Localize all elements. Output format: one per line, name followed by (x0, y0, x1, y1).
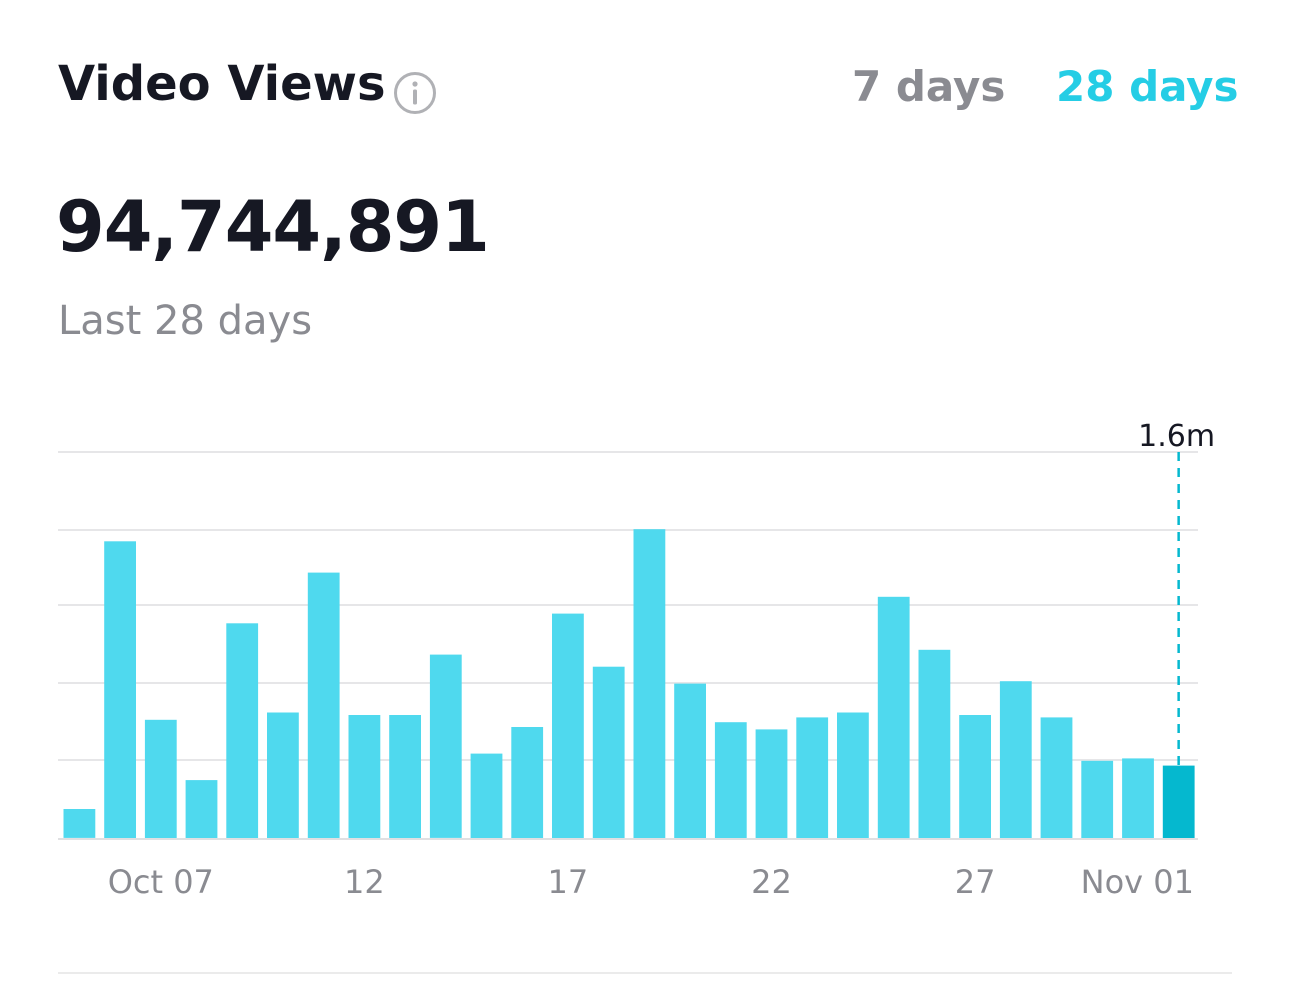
x-tick-label: 27 (955, 863, 996, 901)
bar[interactable] (999, 681, 1032, 838)
bar[interactable] (918, 649, 951, 838)
bar[interactable] (63, 809, 96, 838)
x-tick-label: Oct 07 (108, 863, 214, 901)
bar[interactable] (674, 683, 706, 838)
bar[interactable] (877, 596, 910, 839)
bar[interactable] (1081, 760, 1114, 838)
x-tick-label: 22 (751, 863, 792, 901)
bar[interactable] (796, 717, 829, 838)
bar[interactable] (307, 572, 340, 838)
period-label: Last 28 days (58, 298, 313, 344)
bar[interactable] (267, 712, 299, 839)
bar[interactable] (714, 722, 747, 838)
total-views-value: 94,744,891 (56, 186, 490, 268)
bar[interactable] (429, 654, 462, 838)
tab-28-days[interactable]: 28 days (1056, 62, 1239, 111)
bar[interactable] (552, 613, 584, 838)
highlight-value-label: 1.6m (1138, 419, 1215, 454)
x-tick-label: 17 (548, 863, 589, 901)
tab-7-days[interactable]: 7 days (852, 62, 1006, 111)
info-circle-icon[interactable] (392, 70, 438, 116)
x-tick-label: Nov 01 (1081, 863, 1194, 901)
bar[interactable] (348, 715, 381, 838)
bar[interactable] (755, 729, 788, 838)
bar[interactable] (104, 541, 136, 838)
bar[interactable] (633, 529, 666, 838)
x-tick-label: 12 (344, 863, 385, 901)
bar[interactable] (1122, 758, 1154, 838)
bar[interactable] (592, 666, 625, 838)
bar[interactable] (470, 753, 503, 838)
bar[interactable] (226, 623, 259, 838)
page-title: Video Views (58, 56, 386, 112)
bar-highlighted[interactable] (1162, 765, 1195, 838)
bar[interactable] (511, 727, 544, 838)
bar[interactable] (837, 712, 869, 839)
bar[interactable] (389, 715, 421, 838)
bar[interactable] (144, 719, 177, 838)
bottom-divider (58, 972, 1232, 974)
bar[interactable] (185, 780, 218, 838)
bar[interactable] (959, 715, 991, 838)
bar[interactable] (1040, 717, 1073, 838)
